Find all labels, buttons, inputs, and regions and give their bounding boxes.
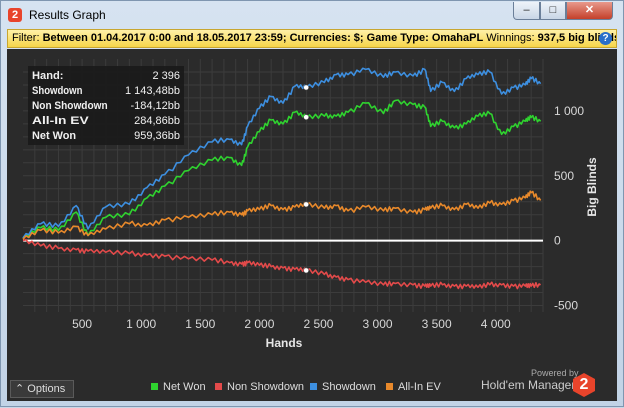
stat-value: -184,12bb xyxy=(130,100,180,112)
x-tick-label: 500 xyxy=(72,317,92,331)
stat-label: Net Won xyxy=(32,130,76,142)
winnings-label: Winnings: xyxy=(486,32,535,44)
stat-value: 284,86bb xyxy=(134,115,180,127)
legend-item-all-in-ev[interactable]: All-In EV xyxy=(386,381,441,393)
powered-by-text: Powered by xyxy=(531,368,579,378)
stat-value: 2 396 xyxy=(152,70,180,82)
legend-label: Net Won xyxy=(163,381,206,393)
stats-box xyxy=(28,66,184,145)
hand-marker-point xyxy=(303,114,309,120)
legend-swatch xyxy=(310,383,317,390)
options-button[interactable]: ⌃ Options xyxy=(10,380,74,398)
x-axis-label: Hands xyxy=(266,336,303,350)
stat-label: Hand: xyxy=(32,70,64,82)
chevron-up-icon: ⌃ xyxy=(15,383,25,395)
legend-swatch xyxy=(215,383,222,390)
stat-value: 959,36bb xyxy=(134,130,180,142)
stat-label: All-In EV xyxy=(32,115,90,127)
hand-marker-point xyxy=(303,201,309,208)
legend-label: All-In EV xyxy=(398,381,441,393)
legend-label: Non Showdown xyxy=(227,381,305,393)
filter-label: Filter: xyxy=(12,32,40,44)
legend-item-showdown[interactable]: Showdown xyxy=(310,381,376,393)
y-axis-label: Big Blinds xyxy=(585,157,599,217)
app-logo-icon: 2 xyxy=(8,8,22,22)
series-line-net-won xyxy=(22,99,542,239)
x-tick-label: 2 500 xyxy=(303,317,333,331)
x-tick-label: 3 000 xyxy=(363,317,393,331)
filter-bar[interactable]: Filter: Between 01.04.2017 0:00 and 18.0… xyxy=(7,29,617,48)
y-tick-label: -500 xyxy=(554,299,578,313)
legend-label: Showdown xyxy=(322,381,376,393)
hand-marker-point xyxy=(303,267,309,274)
help-icon[interactable]: ? xyxy=(599,32,612,45)
series-line-all-in-ev xyxy=(22,190,542,240)
legend-item-net-won[interactable]: Net Won xyxy=(151,381,206,393)
window-title: Results Graph xyxy=(29,8,106,22)
x-tick-label: 3 500 xyxy=(422,317,452,331)
legend-item-non-showdown[interactable]: Non Showdown xyxy=(215,381,304,393)
stat-label: Showdown xyxy=(32,85,83,97)
winnings-value: 937,5 big blinds xyxy=(537,32,617,44)
stat-value: 1 143,48bb xyxy=(125,85,180,97)
series-line-showdown xyxy=(22,67,542,239)
minimize-button[interactable]: – xyxy=(513,2,540,20)
y-tick-label: 500 xyxy=(554,169,574,183)
series-line-non-showdown xyxy=(22,238,542,290)
x-tick-label: 2 000 xyxy=(244,317,274,331)
x-tick-label: 1 500 xyxy=(185,317,215,331)
maximize-button[interactable]: □ xyxy=(540,2,566,20)
hand-marker-point xyxy=(303,84,309,91)
x-tick-label: 1 000 xyxy=(126,317,156,331)
y-tick-label: 0 xyxy=(554,234,561,248)
brand-logo-icon: 2 xyxy=(573,373,595,397)
brand-name: Hold'em Manager xyxy=(481,378,576,392)
legend-swatch xyxy=(151,383,158,390)
y-tick-label: 1 000 xyxy=(554,104,584,118)
x-tick-label: 4 000 xyxy=(481,317,511,331)
options-label: Options xyxy=(27,383,66,395)
stat-label: Non Showdown xyxy=(32,100,108,112)
legend-swatch xyxy=(386,383,393,390)
title-bar[interactable]: 2 Results Graph – □ ✕ xyxy=(1,1,623,29)
close-button[interactable]: ✕ xyxy=(566,2,613,20)
filter-text: Between 01.04.2017 0:00 and 18.05.2017 2… xyxy=(42,32,484,44)
